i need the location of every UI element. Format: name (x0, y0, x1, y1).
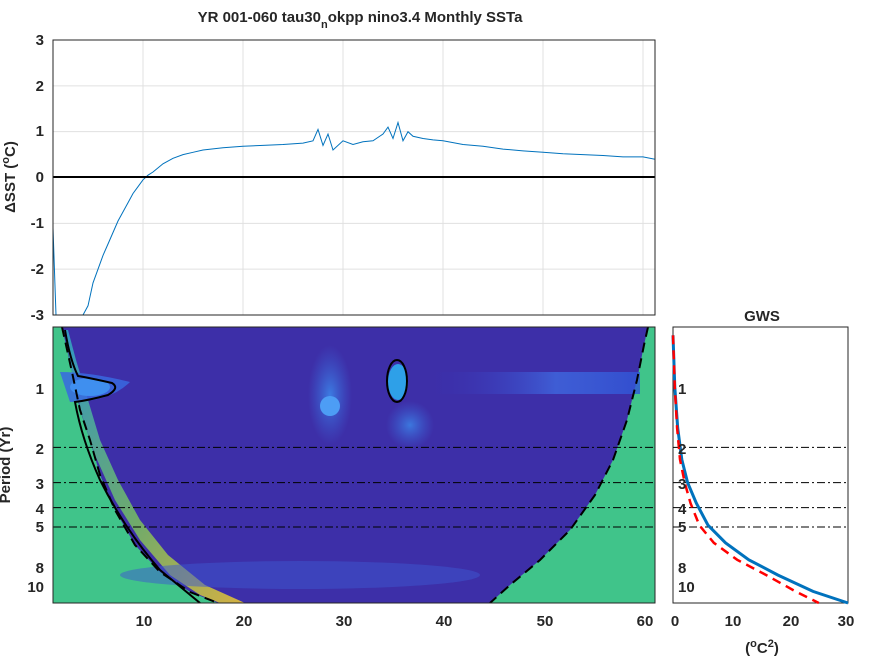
y-tick-label: -3 (31, 307, 44, 324)
y-tick-label: 10 (27, 579, 44, 596)
y-tick-label: 0 (36, 169, 44, 186)
x-tick-label: 30 (838, 613, 855, 630)
gws-series (671, 335, 849, 605)
gws-title: GWS (744, 308, 780, 325)
peak-left (70, 378, 110, 396)
x-tick-label: 10 (725, 613, 742, 630)
low-frequency-band (120, 561, 480, 589)
y-tick-label: 2 (678, 441, 686, 458)
y-tick-label: 3 (678, 476, 686, 493)
chart-title: YR 001-060 tau30nokpp nino3.4 Monthly SS… (198, 9, 524, 31)
sst-series (53, 120, 655, 315)
coi-right-line (489, 327, 649, 603)
gws-x-ticks: 0 10 20 30 (671, 613, 855, 630)
feature-blob (308, 345, 352, 445)
top-axes-box (52, 39, 656, 316)
x-tick-label: 40 (436, 613, 453, 630)
y-tick-label: 5 (678, 519, 686, 536)
gws-y-ticks: 1 2 3 4 5 8 10 (678, 381, 695, 596)
top-y-axis-label: ΔSST (oC) (0, 141, 19, 213)
gws-significance-line (671, 335, 820, 605)
band-1yr-right (430, 372, 640, 394)
feature-blob-core (320, 396, 340, 416)
y-tick-label: 4 (36, 501, 45, 518)
wavelet-heatmap (53, 327, 655, 603)
feature-blob (386, 401, 434, 449)
y-tick-label: 2 (36, 441, 44, 458)
wavelet-axes-box (52, 326, 656, 604)
x-tick-label: 50 (537, 613, 554, 630)
y-tick-label: 1 (36, 123, 44, 140)
x-tick-label: 20 (783, 613, 800, 630)
sst-line (53, 120, 655, 315)
peak-center (388, 364, 408, 400)
top-y-ticks: 3 2 1 0 -1 -2 -3 (31, 32, 44, 324)
y-tick-label: 1 (36, 381, 44, 398)
x-tick-label: 20 (236, 613, 253, 630)
y-tick-label: 8 (36, 560, 44, 577)
y-tick-label: 3 (36, 476, 44, 493)
gws-axes-box (672, 326, 849, 604)
gws-spectrum-line (671, 335, 849, 605)
y-tick-label: 2 (36, 78, 44, 95)
low-frequency-streak (64, 330, 245, 603)
y-tick-label: 8 (678, 560, 686, 577)
x-tick-label: 0 (671, 613, 679, 630)
coi-right-region (490, 327, 655, 603)
coi-left-region (53, 327, 218, 603)
reference-period-lines (53, 446, 655, 528)
x-tick-label: 60 (637, 613, 654, 630)
significance-contour (386, 359, 408, 403)
wavelet-y-ticks: 1 2 3 4 5 8 10 (27, 381, 44, 596)
x-tick-label: 10 (136, 613, 153, 630)
x-tick-label: 30 (336, 613, 353, 630)
y-tick-label: 10 (678, 579, 695, 596)
coi-left-line (61, 327, 219, 603)
y-tick-label: -1 (31, 215, 44, 232)
gws-reference-lines (673, 446, 848, 528)
y-tick-label: 4 (678, 501, 687, 518)
y-tick-label: 1 (678, 381, 686, 398)
gws-x-axis-label: (oC2) (745, 638, 779, 656)
y-tick-label: 5 (36, 519, 44, 536)
wavelet-x-ticks: 10 20 30 40 50 60 (136, 613, 654, 630)
y-tick-label: 3 (36, 32, 44, 49)
y-tick-label: -2 (31, 261, 44, 278)
wavelet-y-axis-label: Period (Yr) (0, 427, 14, 504)
